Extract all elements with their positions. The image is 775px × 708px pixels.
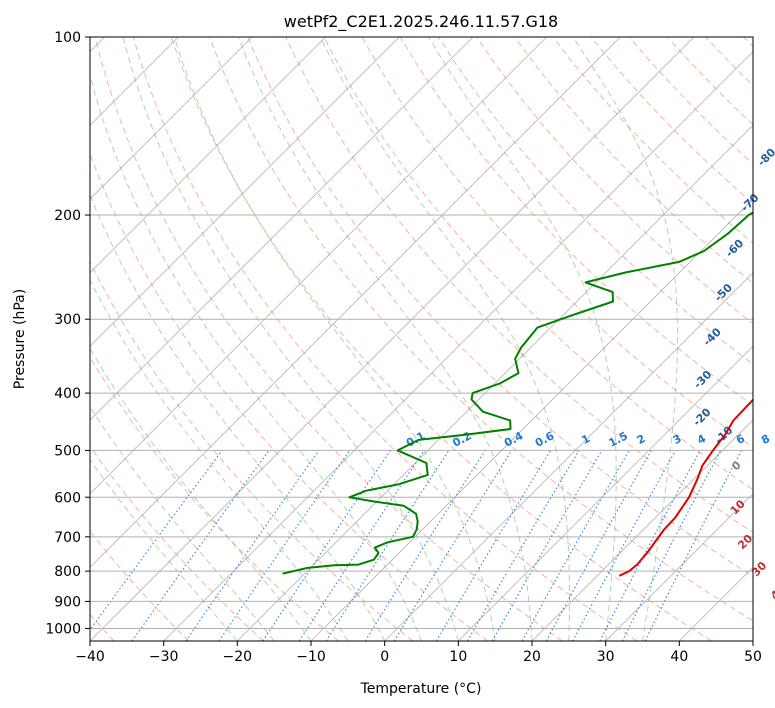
mixing-ratio-line: [90, 450, 223, 631]
moist-adiabat-line: [90, 347, 312, 641]
temperature-profile-line: [618, 398, 753, 577]
isotherm-line: [531, 419, 753, 641]
y-tick-label: 800: [54, 564, 81, 580]
y-tick-label: 200: [54, 208, 81, 224]
mixing-ratio-line: [644, 450, 743, 641]
dry-adiabat-line: [132, 37, 638, 641]
x-tick-label: −30: [149, 649, 179, 665]
x-tick-label: 30: [597, 649, 615, 665]
y-tick-label: 400: [54, 386, 81, 402]
y-tick-label: 900: [54, 594, 81, 610]
mixing-ratio-line: [621, 450, 722, 641]
isotherm-line: [90, 37, 621, 568]
isotherm-line: [605, 493, 753, 641]
isotherm-line: [90, 37, 474, 421]
moist-adiabat-line: [90, 193, 386, 641]
dry-adiabat-line: [90, 152, 488, 641]
x-tick-label: 20: [523, 649, 541, 665]
y-tick-label: 300: [54, 312, 81, 328]
mixing-ratio-line: [325, 450, 450, 641]
dewpoint-profile-line: [282, 211, 753, 575]
moist-adiabat-line: [572, 37, 679, 641]
isotherm-line: [458, 345, 753, 641]
isotherm-annotation: 40: [768, 582, 775, 602]
isotherm-line: [90, 37, 548, 495]
moist-adiabat-line: [90, 406, 275, 641]
dry-adiabat-line: [399, 37, 753, 407]
mixing-ratio-line: [545, 450, 652, 641]
dry-adiabat-line: [94, 37, 563, 641]
x-tick-label: 0: [380, 649, 389, 665]
moist-adiabat-line: [428, 37, 617, 641]
moist-adiabat-line: [90, 458, 238, 641]
isotherm-line: [90, 37, 695, 641]
mixing-ratio-line: [298, 450, 425, 641]
moist-adiabat-line: [173, 37, 496, 641]
dry-adiabat-line: [170, 37, 712, 641]
plot-frame: [89, 36, 754, 642]
y-axis-label: Pressure (hPa): [12, 289, 28, 389]
x-axis-ticks: −40 −30 −20 −10 0 10 20 30 40 50: [75, 641, 762, 665]
pressure-gridlines: [90, 37, 753, 629]
mixing-ratio-line: [131, 450, 270, 641]
isotherm-line: [90, 37, 179, 126]
y-tick-label: 1000: [45, 621, 81, 637]
mixing-ratio-line: [218, 450, 351, 641]
dry-adiabat-line: [437, 37, 753, 365]
mixing-ratio-line: [185, 450, 320, 641]
y-tick-label: 600: [54, 490, 81, 506]
mixing-ratio-line: [572, 450, 677, 641]
x-tick-label: 50: [744, 649, 762, 665]
dry-adiabat-line: [208, 37, 753, 622]
isotherm-line: [384, 272, 753, 641]
dry-adiabat-line: [514, 37, 753, 284]
isotherm-line: [90, 37, 400, 347]
mixing-ratio-line: [393, 450, 513, 641]
x-tick-label: −10: [296, 649, 326, 665]
isotherm-line: [237, 124, 753, 641]
x-tick-label: 10: [449, 649, 467, 665]
x-axis-label: Temperature (°C): [360, 681, 482, 697]
plot-area: [90, 37, 753, 641]
isotherm-line: [90, 37, 327, 274]
moist-adiabat-line: [320, 37, 571, 641]
x-tick-label: −20: [223, 649, 253, 665]
dry-adiabat-line: [90, 445, 264, 641]
mixing-ratio-line: [521, 450, 630, 641]
moist-adiabat-line: [90, 73, 422, 641]
sounding-profiles: [282, 211, 753, 577]
dry-adiabat-line: [476, 37, 753, 325]
dry-adiabat-line: [90, 260, 414, 641]
y-tick-label: 100: [54, 30, 81, 46]
x-tick-label: −40: [75, 649, 105, 665]
y-tick-label: 700: [54, 530, 81, 546]
isotherm-line: [90, 37, 253, 200]
dry-adiabat-line: [90, 356, 339, 641]
moist-adiabat-line: [237, 37, 533, 641]
y-axis-ticks: 100 200 300 400 500 600 700 800 900 1000: [45, 30, 90, 637]
x-tick-label: 40: [670, 649, 688, 665]
isotherm-line: [163, 51, 753, 641]
y-tick-label: 500: [54, 443, 81, 459]
chart-title: wetPf2_C2E1.2025.246.11.57.G18: [284, 12, 558, 32]
